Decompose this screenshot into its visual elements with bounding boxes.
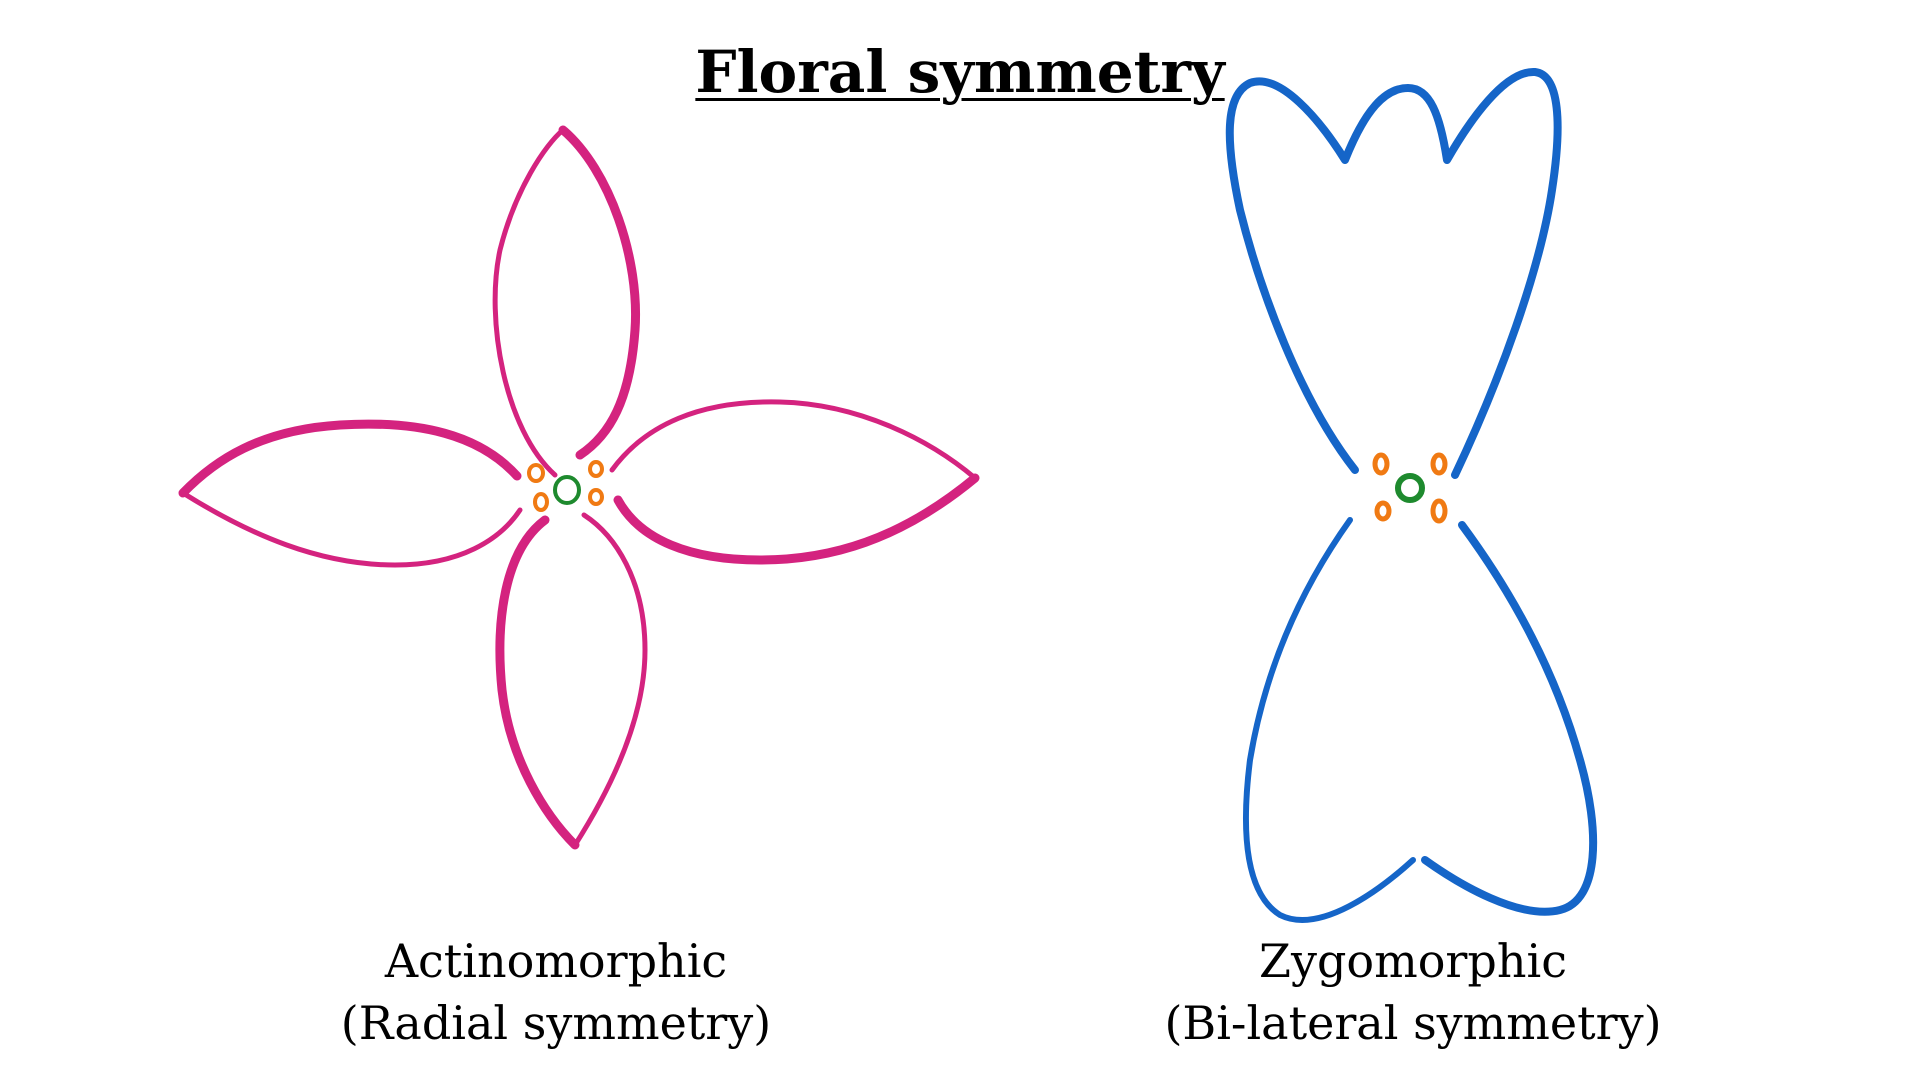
zygomorphic-stamen [1430, 452, 1448, 476]
zygomorphic-sublabel: (Bi-lateral symmetry) [1164, 996, 1662, 1050]
actinomorphic-caption: Actinomorphic (Radial symmetry) [206, 930, 906, 1054]
zygomorphic-stamen [1374, 500, 1392, 522]
actinomorphic-petal-top-edge [558, 125, 641, 460]
actinomorphic-petal-bottom [495, 515, 580, 850]
actinomorphic-petal-left [178, 419, 522, 498]
zygomorphic-petal-lower [1242, 517, 1416, 923]
actinomorphic-sublabel: (Radial symmetry) [340, 996, 772, 1050]
actinomorphic-petal-right-edge [613, 473, 980, 565]
actinomorphic-label: Actinomorphic [384, 934, 728, 988]
actinomorphic-pistil [553, 475, 581, 505]
actinomorphic-petal-bottom-edge [572, 512, 648, 848]
actinomorphic-stamen [588, 460, 604, 478]
actinomorphic-stamen [533, 492, 549, 512]
zygomorphic-stamen [1372, 452, 1390, 476]
actinomorphic-petal-top [492, 127, 566, 478]
page-title: Floral symmetry [695, 38, 1225, 106]
zygomorphic-caption: Zygomorphic (Bi-lateral symmetry) [1063, 930, 1763, 1054]
zygomorphic-pistil [1395, 473, 1425, 503]
zygomorphic-petal-lower-edge [1421, 521, 1598, 916]
actinomorphic-petal-left-edge [180, 490, 523, 568]
actinomorphic-stamen [588, 488, 604, 506]
actinomorphic-petal-right [609, 399, 978, 481]
zygomorphic-stamen [1430, 498, 1448, 524]
zygomorphic-label: Zygomorphic [1259, 934, 1567, 988]
zygomorphic-petal-upper [1225, 68, 1562, 479]
actinomorphic-flower [178, 125, 980, 850]
actinomorphic-stamen [527, 463, 545, 483]
zygomorphic-flower [1225, 68, 1598, 923]
